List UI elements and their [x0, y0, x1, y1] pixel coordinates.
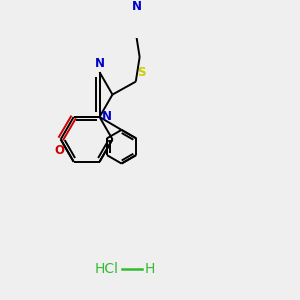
Text: N: N: [132, 0, 142, 13]
Text: O: O: [54, 144, 64, 157]
Text: S: S: [137, 66, 146, 79]
Text: HCl: HCl: [95, 262, 119, 276]
Text: H: H: [145, 262, 155, 276]
Text: N: N: [102, 110, 112, 124]
Text: N: N: [94, 57, 104, 70]
